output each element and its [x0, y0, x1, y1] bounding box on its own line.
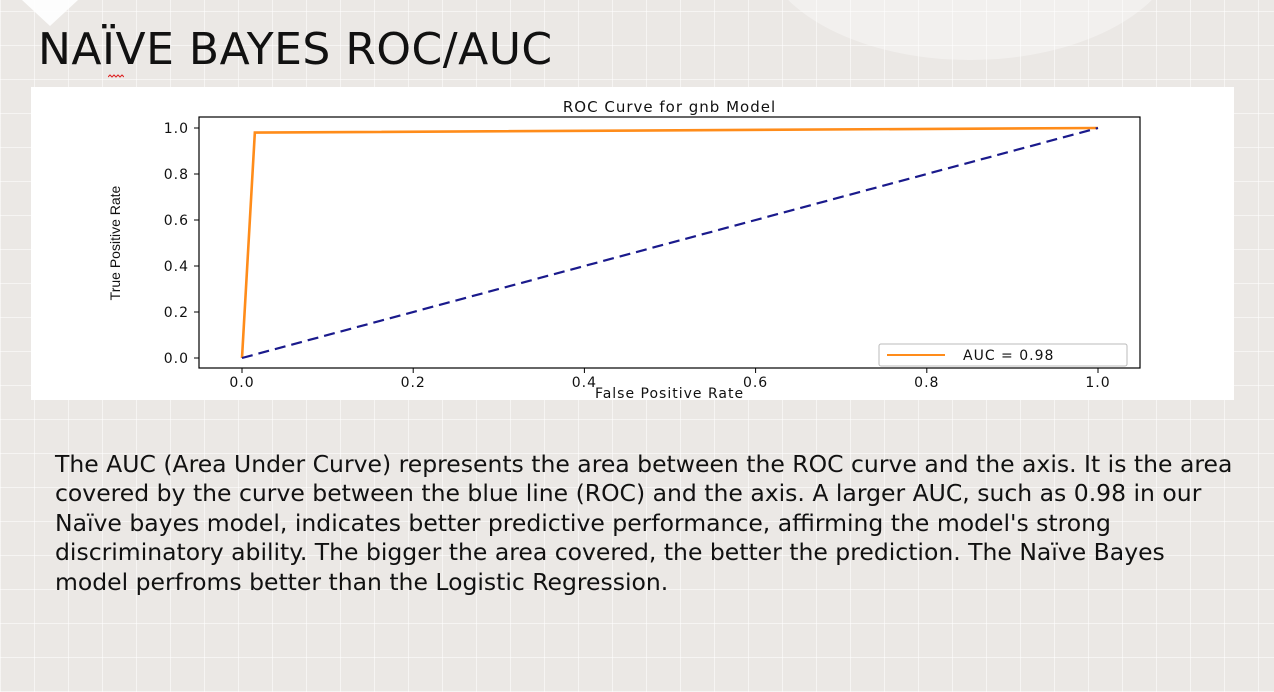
y-tick-label: 0.0 — [164, 351, 189, 367]
background-circle-decoration — [760, 0, 1180, 60]
legend-box — [878, 343, 1128, 367]
corner-triangle-decoration — [22, 0, 78, 26]
roc-curve-line — [240, 126, 1099, 359]
y-tick-label: 0.2 — [164, 305, 189, 321]
y-tick-label: 0.8 — [164, 167, 189, 183]
slide-title: NAÏVE BAYES ROC/AUC — [38, 24, 553, 75]
roc-chart: ROC Curve for gnb Model False Positive R… — [107, 98, 1141, 400]
x-tick-label: 0.0 — [229, 375, 254, 391]
chart-title: ROC Curve for gnb Model — [563, 98, 776, 116]
slide-body-text: The AUC (Area Under Curve) represents th… — [55, 450, 1233, 596]
x-tick-label: 0.2 — [401, 375, 426, 391]
y-tick-label: 1.0 — [164, 121, 189, 137]
chance-line — [241, 126, 1099, 360]
x-tick-label: 0.4 — [572, 375, 597, 391]
chart-panel: ROC Curve for gnb Model False Positive R… — [31, 87, 1234, 400]
y-tick-label: 0.6 — [164, 213, 189, 229]
chart-legend: AUC = 0.98 — [878, 343, 1128, 367]
x-tick-label: 0.8 — [914, 375, 939, 391]
spellcheck-squiggle — [108, 74, 124, 78]
y-axis-label: True Positive Rate — [107, 185, 123, 300]
x-axis-label: False Positive Rate — [595, 386, 744, 400]
x-tick-label: 0.6 — [743, 375, 768, 391]
legend-label: AUC = 0.98 — [963, 348, 1054, 364]
y-tick-label: 0.4 — [164, 259, 189, 275]
plot-frame — [198, 116, 1141, 369]
x-tick-label: 1.0 — [1085, 375, 1110, 391]
